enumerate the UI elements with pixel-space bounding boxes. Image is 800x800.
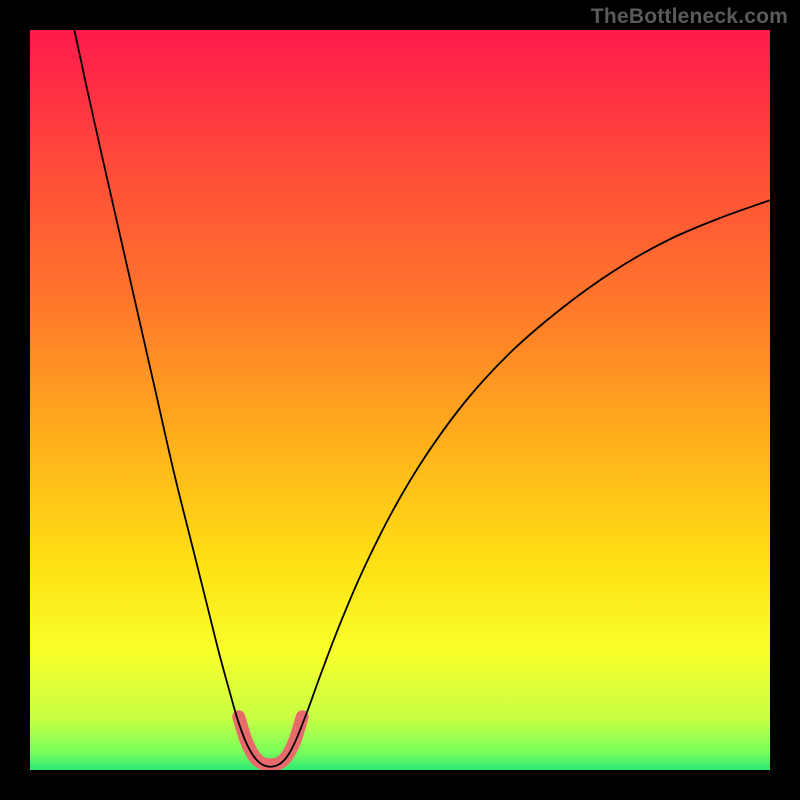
watermark-text: TheBottleneck.com xyxy=(591,5,788,29)
plot-area xyxy=(30,30,770,770)
chart-stage: TheBottleneck.com xyxy=(0,0,800,800)
chart-background xyxy=(30,30,770,770)
bottleneck-chart xyxy=(30,30,770,770)
